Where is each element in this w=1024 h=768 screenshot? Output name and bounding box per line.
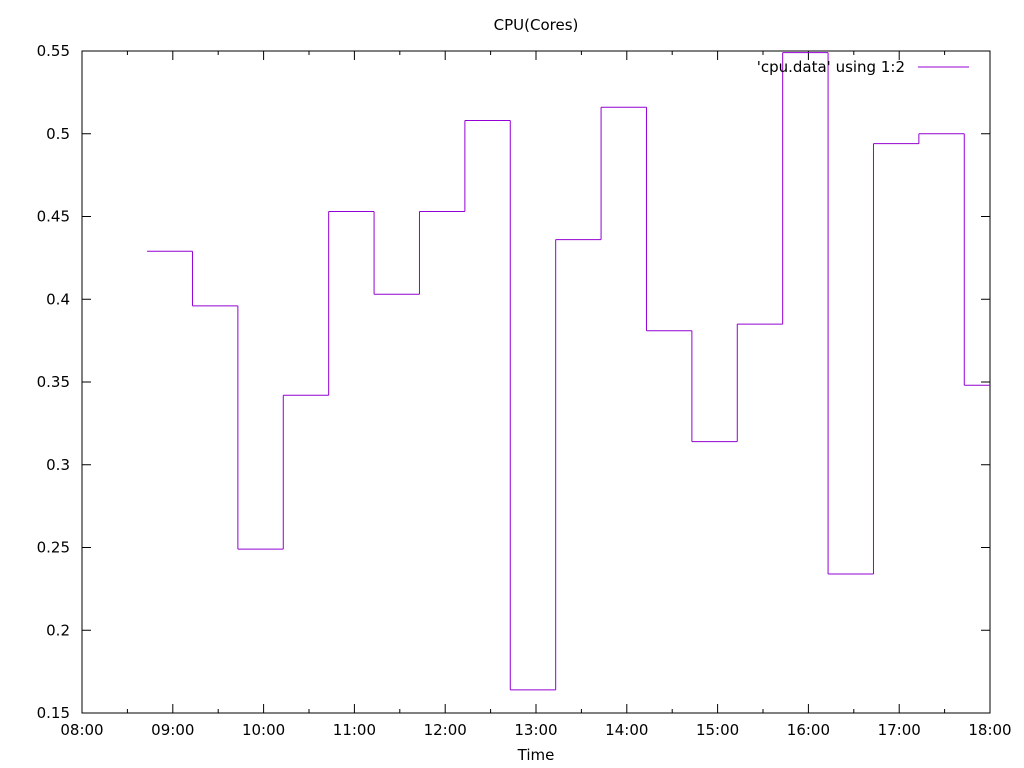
x-tick-label: 11:00 xyxy=(333,721,376,739)
x-tick-label: 15:00 xyxy=(696,721,739,739)
x-tick-label: 18:00 xyxy=(968,721,1011,739)
series-lines xyxy=(147,52,990,691)
y-tick-labels: 0.15 0.2 0.25 0.3 0.35 0.4 0.45 0.5 0.55 xyxy=(37,42,70,722)
y-tick-label: 0.5 xyxy=(46,125,70,143)
x-axis-label: Time xyxy=(517,746,555,764)
x-tick-label: 12:00 xyxy=(424,721,467,739)
x-tick-label: 14:00 xyxy=(605,721,648,739)
y-tick-label: 0.55 xyxy=(37,42,70,60)
x-tick-label: 08:00 xyxy=(60,721,103,739)
y-tick-label: 0.25 xyxy=(37,539,70,557)
x-tick-labels: 08:00 09:00 10:00 11:00 12:00 13:00 14:00 15:00… xyxy=(60,721,1011,739)
x-tick-label: 16:00 xyxy=(787,721,830,739)
x-tick-label: 10:00 xyxy=(242,721,285,739)
y-tick-label: 0.3 xyxy=(46,456,70,474)
plot-frame xyxy=(81,50,991,714)
y-tick-label: 0.4 xyxy=(46,290,70,308)
y-tick-label: 0.35 xyxy=(37,373,70,391)
axis-ticks xyxy=(81,50,991,714)
chart-title: CPU(Cores) xyxy=(494,16,579,34)
y-tick-label: 0.2 xyxy=(46,621,70,639)
legend: 'cpu.data' using 1:2 xyxy=(757,58,969,76)
legend-entry-label: 'cpu.data' using 1:2 xyxy=(757,58,905,76)
y-tick-label: 0.45 xyxy=(37,208,70,226)
x-tick-label: 09:00 xyxy=(151,721,194,739)
x-tick-label: 17:00 xyxy=(878,721,921,739)
y-tick-label: 0.15 xyxy=(37,704,70,722)
x-tick-label: 13:00 xyxy=(514,721,557,739)
